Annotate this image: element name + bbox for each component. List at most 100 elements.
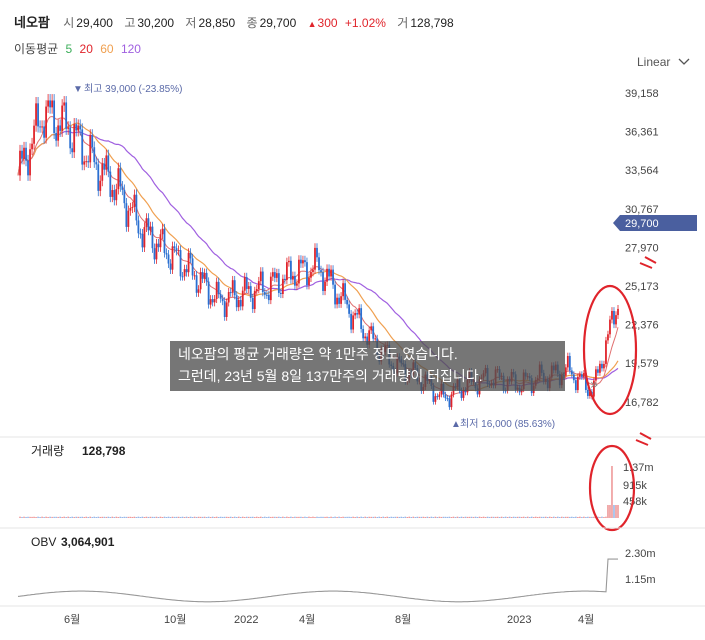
candle	[37, 103, 39, 127]
candle	[568, 356, 571, 371]
candle	[111, 190, 114, 197]
volume-bar	[577, 517, 579, 518]
candle	[149, 226, 152, 231]
candle	[326, 268, 328, 282]
candle	[53, 100, 56, 133]
volume-bar	[201, 516, 204, 518]
candle	[187, 252, 190, 273]
volume-bar	[75, 516, 77, 518]
candle	[207, 281, 210, 305]
ma-20[interactable]: 20	[79, 42, 93, 56]
volume-bar	[25, 516, 27, 518]
volume-bar	[326, 516, 328, 518]
volume-bar	[496, 516, 499, 518]
volume-bars	[19, 466, 619, 518]
candle	[312, 269, 314, 272]
candle	[251, 297, 254, 310]
volume-bar	[266, 517, 268, 518]
volume-bar	[617, 505, 619, 518]
volume-bar	[338, 516, 340, 518]
candle	[352, 315, 355, 330]
high-value: 30,200	[137, 16, 175, 30]
moving-average-legend[interactable]: 이동평균 5 20 60 120	[14, 40, 145, 57]
candle	[235, 295, 238, 308]
volume-bar	[296, 516, 298, 518]
volume-bar	[520, 516, 523, 518]
volume-bar	[340, 517, 342, 518]
candle	[117, 168, 120, 190]
candle	[444, 394, 447, 399]
ma-5[interactable]: 5	[65, 42, 73, 56]
volume-bar	[589, 516, 591, 518]
candle	[564, 367, 567, 376]
volume-bar	[593, 516, 595, 518]
volume-bar	[97, 516, 100, 518]
candle	[269, 276, 272, 301]
candle	[71, 148, 74, 153]
open-label: 시	[63, 16, 75, 30]
volume-bar	[37, 516, 39, 518]
scale-dropdown[interactable]: Linear	[637, 55, 690, 69]
candle	[239, 300, 242, 307]
candle	[615, 315, 617, 325]
ma-60[interactable]: 60	[100, 42, 114, 56]
candle	[275, 273, 278, 278]
candle	[589, 391, 591, 396]
close-value: 29,700	[259, 16, 297, 30]
low-value: 28,850	[198, 16, 236, 30]
price-axis: 39,158 36,361 33,564 30,767 27,970 25,173 22,3…	[625, 88, 659, 409]
candle	[77, 125, 80, 131]
scroll-right-icon[interactable]: »	[590, 377, 599, 393]
volume-bar	[581, 517, 583, 518]
candle	[45, 106, 47, 138]
volume-bar	[404, 516, 407, 518]
volume-bar	[141, 516, 144, 518]
candle	[83, 161, 86, 165]
candle	[95, 162, 98, 165]
volume-bar	[71, 516, 73, 518]
candle	[574, 380, 577, 391]
volume-bar	[286, 516, 288, 518]
volume-bar	[203, 516, 206, 518]
candle	[597, 369, 599, 373]
price-axis-label: 25,173	[625, 281, 659, 293]
volume-bar	[514, 516, 517, 518]
volume-bar	[360, 516, 362, 518]
volume-bar	[386, 516, 389, 518]
candle	[249, 286, 252, 298]
volume-bar	[524, 517, 527, 518]
volume-bar	[412, 516, 415, 518]
volume-bar	[318, 516, 320, 518]
volume-bar	[442, 516, 445, 518]
candle	[356, 313, 359, 315]
volume-bar	[542, 516, 545, 518]
ma-120[interactable]: 120	[120, 42, 141, 56]
volume-bar	[276, 516, 278, 518]
current-price-value: 29,700	[625, 218, 659, 230]
candle	[374, 338, 377, 340]
candle	[211, 299, 214, 303]
candle	[245, 277, 248, 289]
low-annotation: 최저 16,000 (85.63%)	[460, 418, 555, 430]
volume-bar	[430, 516, 433, 518]
volume-bar	[308, 516, 310, 518]
volume-bar	[424, 516, 427, 518]
candle	[195, 275, 198, 293]
candle	[115, 189, 118, 201]
volume-bar	[603, 517, 605, 518]
candle	[283, 278, 286, 280]
candle	[273, 272, 276, 278]
volume-bar	[458, 517, 461, 518]
volume-bar	[119, 516, 122, 518]
volume-bar	[107, 516, 110, 518]
volume-bar	[167, 516, 170, 518]
candle	[99, 180, 102, 191]
volume-bar	[364, 516, 366, 518]
x-axis-label: 4월	[578, 613, 594, 626]
candle	[438, 394, 441, 397]
volume-bar	[151, 516, 154, 518]
volume-axis-1: 1.37m	[623, 462, 654, 474]
volume-bar	[113, 517, 116, 518]
candle	[233, 280, 236, 296]
